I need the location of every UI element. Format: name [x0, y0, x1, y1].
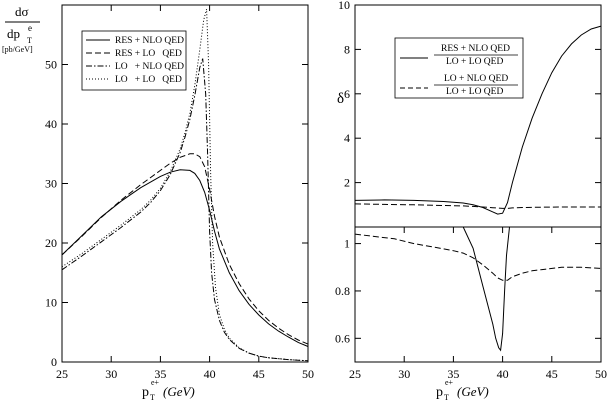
right-bottom-series-group [354, 226, 602, 352]
left-series-2 [61, 58, 309, 362]
right-top-series-1 [354, 203, 601, 209]
right-plot-frame [354, 4, 602, 363]
left-ytick-label-1: 10 [45, 296, 57, 310]
left-panel: 25 30 35 40 45 50 0 10 20 30 40 50 dσ dp T e [pb/Ge… [2, 4, 314, 402]
right-bottom-series-1 [354, 233, 602, 281]
right-top-axis-ticks: 2 4 6 8 10 [338, 0, 601, 190]
right-bottom-xtick-label-5: 50 [595, 367, 607, 381]
left-series-1 [61, 153, 309, 345]
left-xlabel-main: p [142, 385, 149, 400]
left-axis-ticks: 25 30 35 40 45 50 0 10 20 30 40 50 [45, 5, 314, 381]
right-top-ytick-label-0: 2 [344, 176, 350, 190]
left-ytick-label-4: 40 [45, 117, 57, 131]
left-series-0 [61, 169, 309, 347]
right-legend-res-denominator: LO + LO QED [446, 57, 503, 67]
legend-label-lo-lo: LO + LO QED [115, 75, 182, 85]
right-legend-res-numerator: RES + NLO QED [441, 44, 510, 54]
right-top-series-group [354, 25, 602, 215]
left-xlabel-subscript: T [150, 393, 155, 402]
left-ytick-label-0: 0 [51, 355, 57, 369]
right-bottom-ytick-label-0: 0.6 [335, 331, 350, 345]
right-xlabel-superscript: e+ [445, 378, 454, 387]
right-legend-lo-numerator: LO + NLO QED [444, 74, 508, 84]
left-ylabel-units: [pb/GeV] [2, 45, 33, 54]
right-top-ytick-label-2: 6 [344, 87, 350, 101]
left-legend-box [81, 30, 187, 91]
left-xtick-label-4: 45 [253, 367, 265, 381]
legend-label-res-lo: RES + LO QED [115, 49, 182, 59]
left-xtick-label-1: 30 [105, 367, 117, 381]
right-bottom-xtick-label-4: 45 [546, 367, 558, 381]
left-ytick-label-5: 50 [45, 58, 57, 72]
right-top-ytick-label-4: 10 [338, 0, 350, 12]
right-xlabel-subscript: T [444, 393, 449, 402]
left-xlabel-superscript: e+ [151, 378, 160, 387]
left-ylabel-superscript: e [28, 23, 32, 33]
left-ylabel-subscript: T [27, 36, 32, 45]
left-xlabel-unit: (GeV) [163, 384, 195, 399]
right-top-ytick-label-3: 8 [344, 42, 350, 56]
left-xtick-label-3: 40 [204, 367, 216, 381]
legend-label-res-nlo: RES + NLO QED [115, 36, 184, 46]
right-top-series-0 [354, 25, 602, 215]
left-series-group [61, 9, 309, 362]
right-legend-lo-denominator: LO + LO QED [446, 87, 503, 97]
left-xtick-label-0: 25 [56, 367, 68, 381]
right-bottom-xtick-label-1: 30 [398, 367, 410, 381]
left-series-3 [61, 9, 309, 362]
left-xtick-label-2: 35 [154, 367, 166, 381]
right-bottom-series-0 [462, 226, 510, 352]
right-xlabel-main: p [436, 385, 443, 400]
right-legend-box [394, 37, 524, 99]
left-xtick-label-5: 50 [302, 367, 314, 381]
right-bottom-xtick-label-3: 40 [497, 367, 509, 381]
right-top-ytick-label-1: 4 [344, 131, 350, 145]
right-bottom-ytick-label-2: 1 [344, 237, 350, 251]
left-ytick-label-3: 30 [45, 177, 57, 191]
right-ylabel-delta: δ [337, 91, 344, 107]
right-bottom-xtick-label-2: 35 [447, 367, 459, 381]
left-ytick-label-2: 20 [45, 236, 57, 250]
right-bottom-ytick-label-1: 0.8 [335, 284, 350, 298]
right-legend: RES + NLO QED LO + LO QED LO + NLO QED L… [394, 37, 524, 99]
right-bottom-axis-ticks: 25 30 35 40 45 50 0.6 0.8 1 [335, 227, 607, 381]
right-bottom-xtick-label-0: 25 [349, 367, 361, 381]
right-panel: 2 4 6 8 10 25 30 35 40 45 50 0.6 0.8 1 δ p T e+ (GeV… [335, 0, 607, 402]
left-ylabel-denominator: dp [7, 26, 20, 41]
left-legend: RES + NLO QED RES + LO QED LO + NLO QED … [81, 30, 187, 91]
legend-label-lo-nlo: LO + NLO QED [115, 62, 184, 72]
right-xlabel-unit: (GeV) [457, 384, 489, 399]
left-ylabel-numerator: dσ [15, 4, 29, 19]
